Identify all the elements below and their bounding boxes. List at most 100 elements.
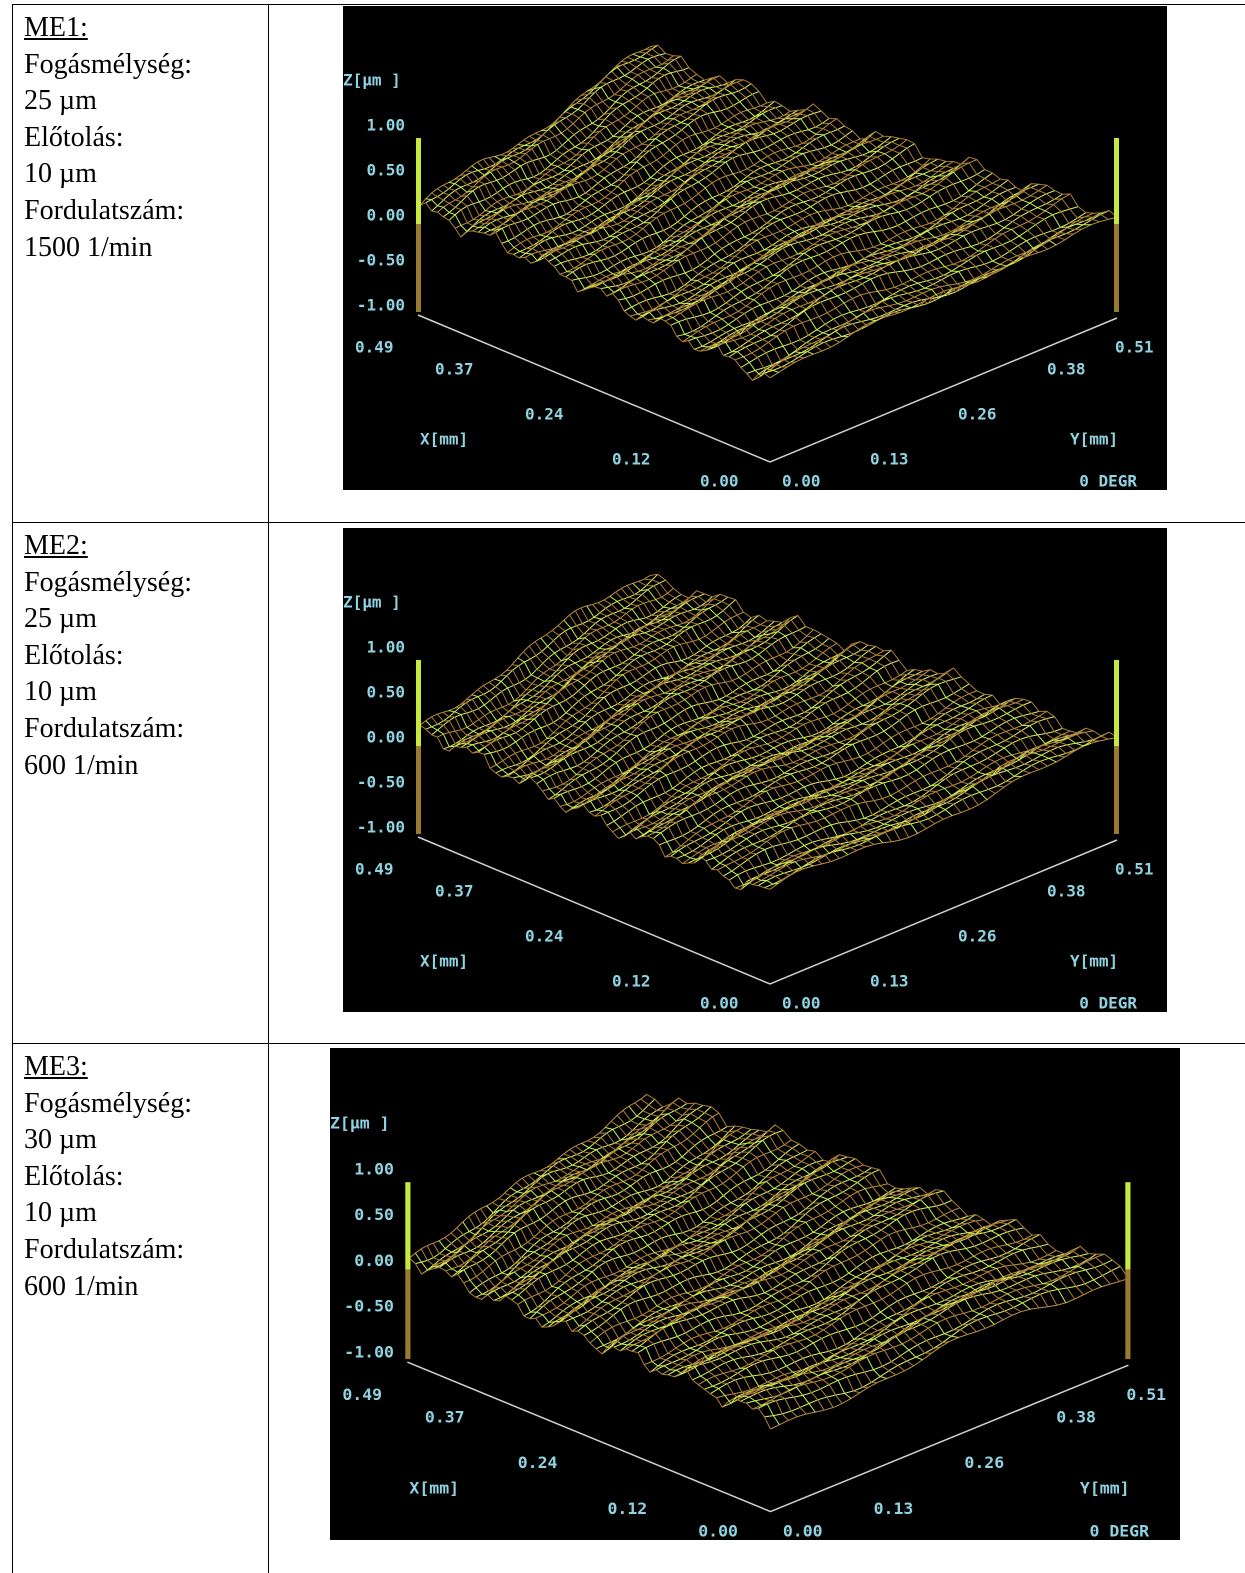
x-tick-label: 0.24 xyxy=(525,405,564,424)
y-tick-label: 0.13 xyxy=(874,1499,914,1518)
x-tick-label: 0.37 xyxy=(435,360,474,379)
sample-name: ME1: xyxy=(24,10,192,47)
parameter-line: 30 µm xyxy=(24,1122,192,1159)
mesh-line xyxy=(729,728,1062,880)
mesh-line xyxy=(604,600,1048,766)
parameter-line: Fordulatszám: xyxy=(24,711,192,748)
x-axis-label: X[mm] xyxy=(420,430,468,449)
z-tick-label: -0.50 xyxy=(344,1297,394,1316)
z-tick-label: 0.00 xyxy=(366,206,405,225)
parameter-line: 25 µm xyxy=(24,83,192,120)
view-angle: 0 DEGR xyxy=(1079,994,1137,1013)
x-tick-label: 0.24 xyxy=(518,1453,558,1472)
parameter-line: Fordulatszám: xyxy=(24,193,192,230)
z-tick-label: 0.00 xyxy=(366,728,405,747)
row-border xyxy=(12,522,1245,523)
z-tick-label: 0.50 xyxy=(366,161,405,180)
y-tick-label: 0.51 xyxy=(1115,338,1154,357)
z-axis-label: Z[µm ] xyxy=(343,71,401,90)
y-tick-label: 0.26 xyxy=(964,1453,1004,1472)
surface-plot: Z[µm ]1.000.500.00-0.50-1.000.490.370.24… xyxy=(343,6,1167,490)
mesh-line xyxy=(449,68,689,221)
table-border-left xyxy=(12,4,13,1573)
x-tick-label: 0.12 xyxy=(607,1499,647,1518)
scale-bar-lower xyxy=(416,746,421,834)
y-axis-label: Y[mm] xyxy=(1070,430,1118,449)
row-border xyxy=(12,1043,1245,1044)
z-tick-label: -0.50 xyxy=(357,251,405,270)
y-tick-label: 0.00 xyxy=(782,472,821,491)
sample-name: ME3: xyxy=(24,1049,192,1086)
mesh-line xyxy=(578,1168,872,1331)
z-tick-label: 1.00 xyxy=(366,638,405,657)
parameter-line: 10 µm xyxy=(24,1195,192,1232)
y-tick-label: 0.13 xyxy=(870,450,909,469)
parameter-line: 600 1/min xyxy=(24,1269,192,1306)
mesh-line xyxy=(650,45,1117,217)
y-tick-label: 0.51 xyxy=(1126,1385,1166,1404)
y-tick-label: 0.38 xyxy=(1047,360,1086,379)
mesh-line xyxy=(524,1144,800,1316)
view-angle: 0 DEGR xyxy=(1089,1521,1149,1540)
z-tick-label: 1.00 xyxy=(366,116,405,135)
mesh-line xyxy=(512,1130,783,1299)
y-tick-label: 0.26 xyxy=(958,405,997,424)
scale-bar-upper xyxy=(405,1182,410,1269)
mesh-line xyxy=(525,618,790,777)
x-tick-label: 0.00 xyxy=(700,472,739,491)
x-tick-label: 0.49 xyxy=(355,860,394,879)
sample-name: ME2: xyxy=(24,528,192,565)
parameter-line: Fordulatszám: xyxy=(24,1232,192,1269)
x-tick-label: 0.49 xyxy=(355,338,394,357)
parameter-line: 1500 1/min xyxy=(24,230,192,267)
y-tick-label: 0.51 xyxy=(1115,860,1154,879)
row-border xyxy=(12,4,1245,5)
mesh-line xyxy=(438,588,674,737)
parameter-line: Fogásmélység: xyxy=(24,47,192,84)
parameter-line: 25 µm xyxy=(24,601,192,638)
parameter-line: 600 1/min xyxy=(24,748,192,785)
mesh-line xyxy=(494,1130,759,1300)
x-axis-label: X[mm] xyxy=(420,952,468,971)
mesh-line xyxy=(599,1133,1057,1305)
surface-plot: Z[µm ]1.000.500.00-0.50-1.000.490.370.24… xyxy=(343,528,1167,1012)
mesh-line xyxy=(587,1141,1039,1308)
scale-bar-lower xyxy=(1114,746,1119,834)
mesh-line xyxy=(770,217,1117,378)
x-tick-label: 0.24 xyxy=(525,927,564,946)
mesh-line xyxy=(593,1138,1048,1307)
x-tick-label: 0.00 xyxy=(700,994,739,1013)
z-axis-label: Z[µm ] xyxy=(330,1114,390,1133)
parameter-line: Előtolás: xyxy=(24,638,192,675)
parameter-line: 10 µm xyxy=(24,156,192,193)
y-tick-label: 0.00 xyxy=(783,1521,823,1540)
parameter-line: Fogásmélység: xyxy=(24,1086,192,1123)
y-axis-label: Y[mm] xyxy=(1080,1479,1130,1498)
mesh-line xyxy=(415,1253,779,1425)
x-tick-label: 0.37 xyxy=(425,1408,465,1427)
x-tick-label: 0.00 xyxy=(698,1521,738,1540)
z-tick-label: 0.00 xyxy=(354,1251,394,1270)
scale-bar-lower xyxy=(405,1270,410,1359)
scale-bar-lower xyxy=(1114,224,1119,312)
mesh-line xyxy=(608,1188,912,1346)
mesh-line xyxy=(630,159,930,316)
z-axis-label: Z[µm ] xyxy=(343,593,401,612)
x-tick-label: 0.12 xyxy=(612,450,651,469)
scale-bar-upper xyxy=(416,660,421,746)
page: ME1:Fogásmélység:25 µmElőtolás:10 µmFord… xyxy=(0,0,1245,1573)
base-axes xyxy=(418,837,1117,984)
scale-bar-upper xyxy=(416,138,421,224)
parameter-line: 10 µm xyxy=(24,674,192,711)
scale-bar-upper xyxy=(1125,1182,1130,1269)
y-tick-label: 0.38 xyxy=(1047,882,1086,901)
mesh-line xyxy=(427,1246,797,1417)
y-tick-label: 0.13 xyxy=(870,972,909,991)
y-tick-label: 0.38 xyxy=(1056,1408,1096,1427)
x-axis-label: X[mm] xyxy=(409,1479,459,1498)
view-angle: 0 DEGR xyxy=(1079,472,1137,491)
scale-bar-lower xyxy=(1125,1270,1130,1359)
x-tick-label: 0.12 xyxy=(612,972,651,991)
